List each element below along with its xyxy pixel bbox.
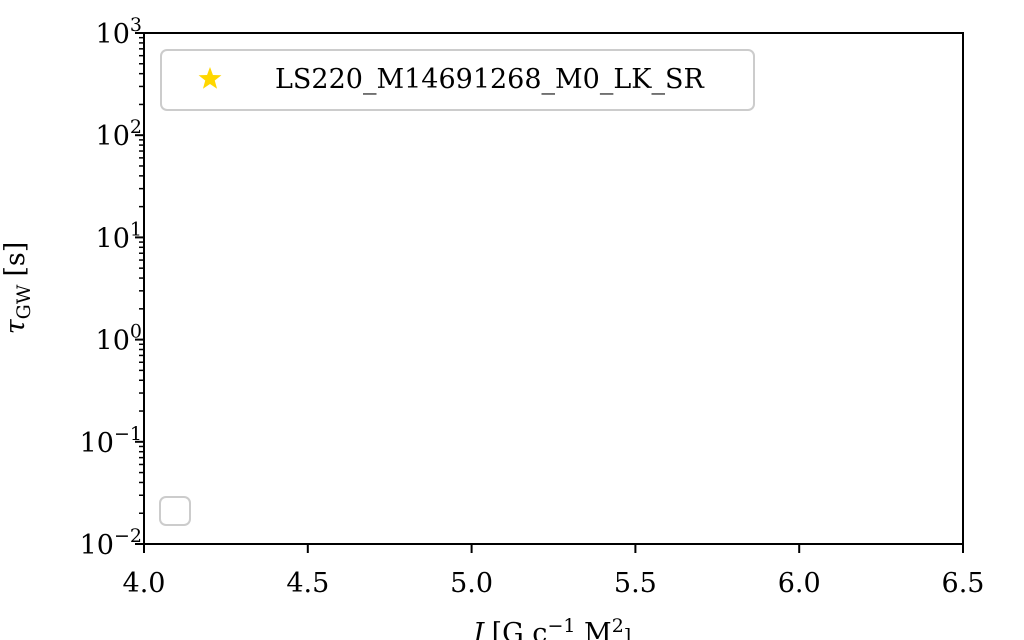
y-tick-label: 10−1 [80,423,142,459]
y-tick-label: 100 [96,321,142,357]
x-tick-label: 4.5 [286,568,329,599]
y-axis-ticks: 10−2 10−1 100 101 102 103 [80,14,144,561]
legend-top: LS220_M14691268_M0_LK_SR [160,49,755,111]
x-tick-label: 5.5 [614,568,657,599]
x-tick-label: 6.0 [778,568,821,599]
plot-area [143,32,964,545]
x-axis-label: J [G c−1 M2] [468,615,631,640]
y-tick-label: 10−2 [80,525,142,561]
x-axis-ticks: 4.0 4.5 5.0 5.5 6.0 6.5 [123,544,985,599]
y-axis-label: τGW[s] [0,242,35,335]
empty-legend-box [159,496,191,526]
y-tick-label: 102 [96,116,142,152]
y-tick-label: 103 [96,14,142,50]
x-tick-label: 5.0 [450,568,493,599]
x-tick-label: 4.0 [123,568,166,599]
y-tick-label: 101 [96,218,142,254]
legend-entry-label: LS220_M14691268_M0_LK_SR [275,64,704,95]
legend-star-marker [198,67,222,89]
legend-box [160,49,755,111]
x-tick-label: 6.5 [942,568,985,599]
svg-text:τGW[s]: τGW[s] [0,242,35,335]
